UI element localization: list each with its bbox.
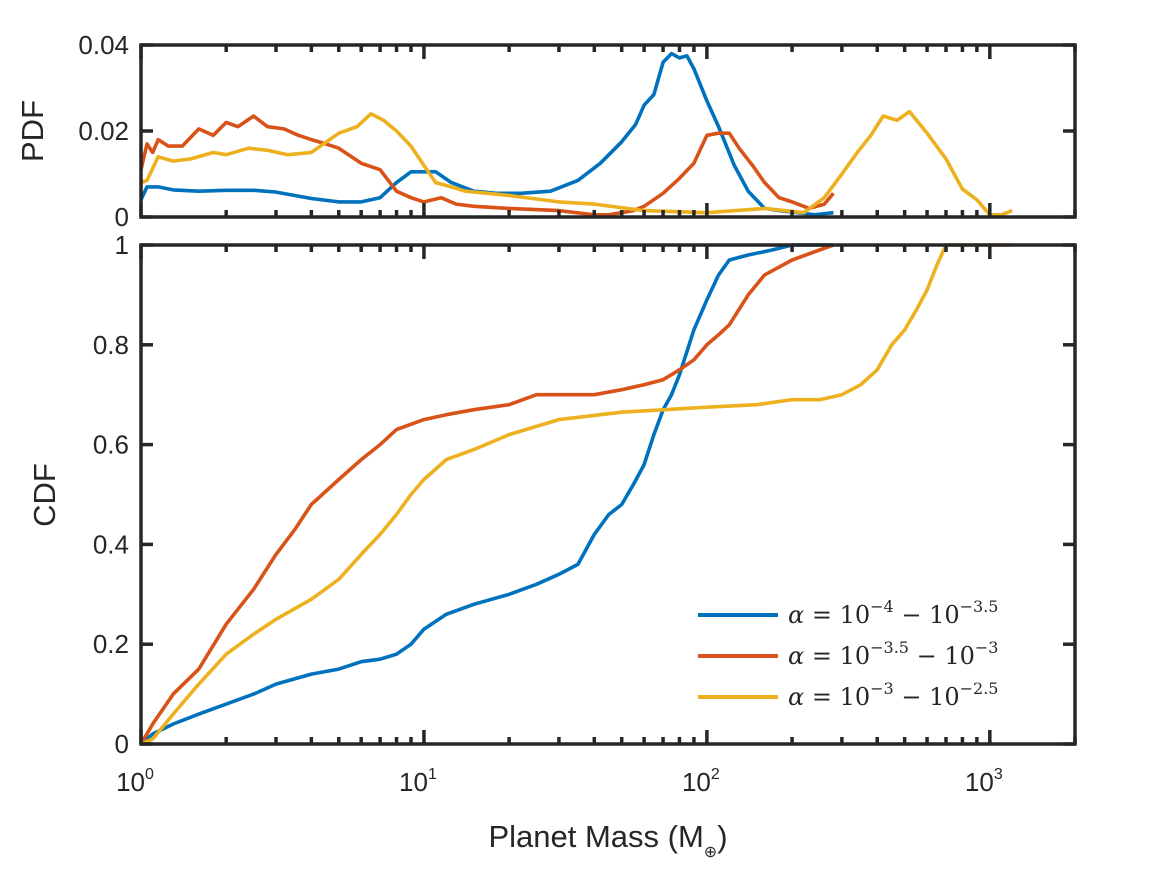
bottom-y-tick-label: 1 xyxy=(115,230,129,260)
pdf-ylabel: PDF xyxy=(15,100,50,162)
pdf-panel: 0 0.02 0.04 PDF xyxy=(15,30,1077,232)
cdf-panel: 0 0.2 0.4 0.6 0.8 1 100 101 102 103 CDF Planet Ma… xyxy=(27,230,1077,861)
x-axis-title-subscript: ⊕ xyxy=(704,844,717,861)
pdf-curves xyxy=(139,51,1013,217)
cdf-curves xyxy=(139,243,1013,746)
top-series-3 xyxy=(140,109,1013,217)
pdf-ticks: 0 0.02 0.04 xyxy=(78,30,1077,232)
cdf-ticks: 0 0.2 0.4 0.6 0.8 1 100 101 102 103 xyxy=(93,230,1077,797)
legend-label-3: α = 10−3 − 10−2.5 xyxy=(788,679,998,711)
top-y-tick-label: 0 xyxy=(115,202,129,232)
cdf-axes-box xyxy=(139,243,1077,746)
legend-entry-2: α = 10−3.5 − 10−3 xyxy=(698,638,998,670)
bottom-y-tick-label: 0.4 xyxy=(93,529,129,559)
x-axis-title-text: Planet Mass (M xyxy=(488,819,703,854)
bottom-y-tick-label: 0.2 xyxy=(93,629,129,659)
x-tick-label: 101 xyxy=(399,766,437,797)
legend: α = 10−4 − 10−3.5 α = 10−3.5 − 10−3 α = … xyxy=(698,597,998,711)
top-y-tick-label: 0.04 xyxy=(78,30,129,60)
top-y-tick-label: 0.02 xyxy=(78,116,129,146)
legend-label-2: α = 10−3.5 − 10−3 xyxy=(788,638,998,670)
x-axis-title-close: ) xyxy=(717,819,727,854)
legend-entry-3: α = 10−3 − 10−2.5 xyxy=(698,679,998,711)
x-axis-title: Planet Mass (M⊕) xyxy=(488,819,727,861)
bottom-series-3 xyxy=(140,243,1013,746)
bottom-y-tick-label: 0.8 xyxy=(93,330,129,360)
cdf-ylabel: CDF xyxy=(27,463,62,527)
bottom-series-2 xyxy=(139,243,835,745)
legend-entry-1: α = 10−4 − 10−3.5 xyxy=(698,597,998,629)
top-series-2 xyxy=(139,114,835,217)
bottom-y-tick-label: 0 xyxy=(115,729,129,759)
legend-label-1: α = 10−4 − 10−3.5 xyxy=(788,597,998,629)
x-tick-label: 103 xyxy=(965,766,1003,797)
x-tick-label: 100 xyxy=(116,766,154,797)
x-tick-label: 102 xyxy=(682,766,720,797)
bottom-y-tick-label: 0.6 xyxy=(93,430,129,460)
bottom-series-1 xyxy=(139,243,834,746)
